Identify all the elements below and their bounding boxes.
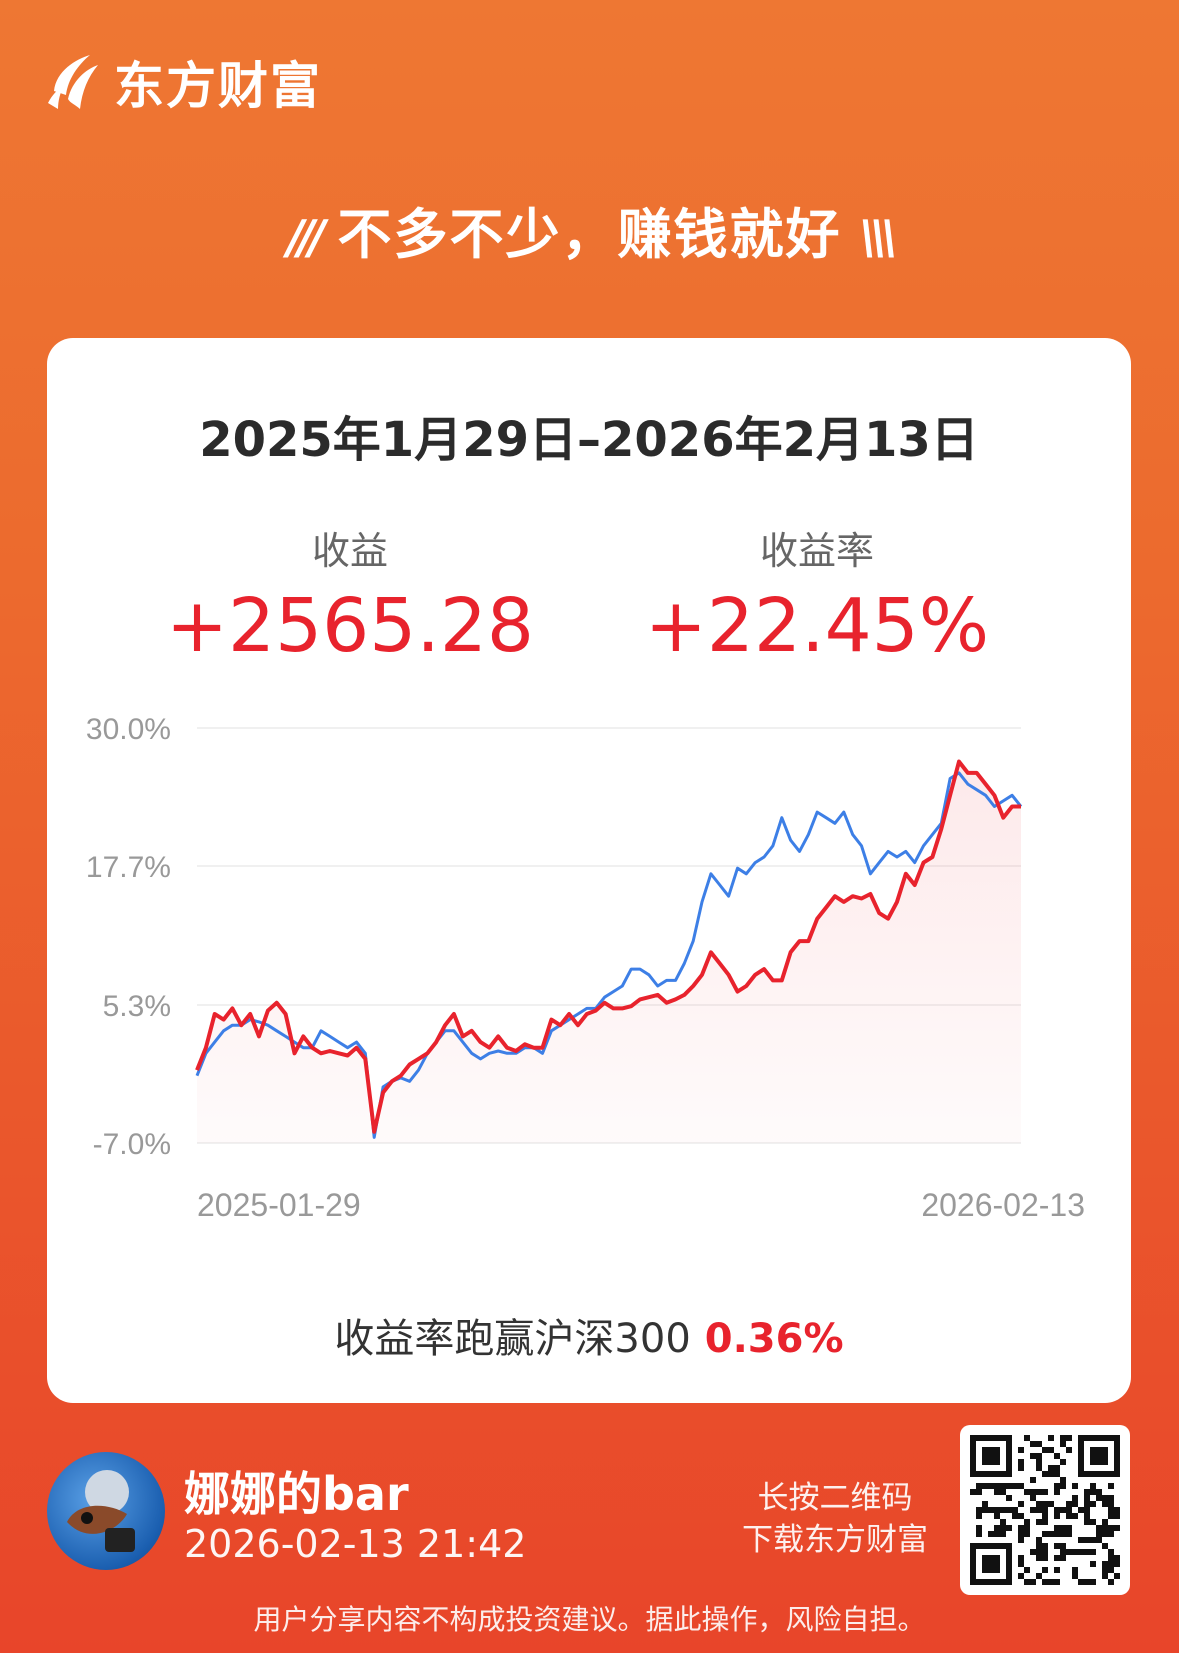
profit-label: 收益 [311, 529, 388, 573]
portfolio-return-line [195, 759, 1021, 1134]
y-tick-label: 5.3% [103, 990, 171, 1023]
x-end-label: 2026-02-13 [921, 1187, 1085, 1223]
qr-code-icon [970, 1435, 1120, 1585]
brand-logo: 东方财富 [46, 46, 322, 118]
y-tick-label: 30.0% [86, 713, 171, 746]
disclaimer: 用户分享内容不构成投资建议。据此操作，风险自担。 [253, 1603, 926, 1636]
slogan-right-mark: \\\ [859, 210, 898, 264]
y-tick-label: 17.7% [86, 851, 171, 884]
profit-card: 2025年1月29日–2026年2月13日 收益 +2565.28 收益率 +2… [47, 338, 1131, 1403]
y-tick-label: -7.0% [93, 1128, 171, 1161]
qr-hint-line2: 下载东方财富 [742, 1522, 928, 1558]
slogan-left-mark: /// [287, 210, 325, 264]
benchmark-compare: 收益率跑赢沪深300 0.36% [47, 1306, 1131, 1364]
rate-value: +22.45% [644, 583, 990, 669]
profit-value: +2565.28 [165, 583, 534, 669]
x-start-label: 2025-01-29 [197, 1187, 361, 1223]
benchmark-return-line [195, 771, 1023, 1139]
brand-name: 东方财富 [114, 57, 322, 115]
qr-code[interactable] [960, 1425, 1130, 1595]
date-range: 2025年1月29日–2026年2月13日 [199, 412, 979, 468]
share-timestamp: 2026-02-13 21:42 [184, 1522, 527, 1566]
brand-flame-icon [48, 55, 98, 109]
rate-label: 收益率 [759, 529, 874, 573]
beat-value: 0.36% [704, 1316, 844, 1362]
slogan-text: 不多不少，赚钱就好 [337, 203, 842, 266]
beat-text: 收益率跑赢沪深300 [334, 1316, 691, 1362]
slogan: /// 不多不少，赚钱就好 \\\ [0, 190, 1179, 269]
avatar-cartoon-icon [67, 1470, 135, 1552]
return-chart: 30.0% 17.7% 5.3% -7.0% 2025-01-29 2026-02-1… [86, 713, 1085, 1223]
portfolio-area [197, 761, 1021, 1143]
qr-hint-line1: 长按二维码 [757, 1480, 913, 1516]
avatar[interactable] [47, 1452, 165, 1570]
username: 娜娜的bar [184, 1467, 409, 1521]
